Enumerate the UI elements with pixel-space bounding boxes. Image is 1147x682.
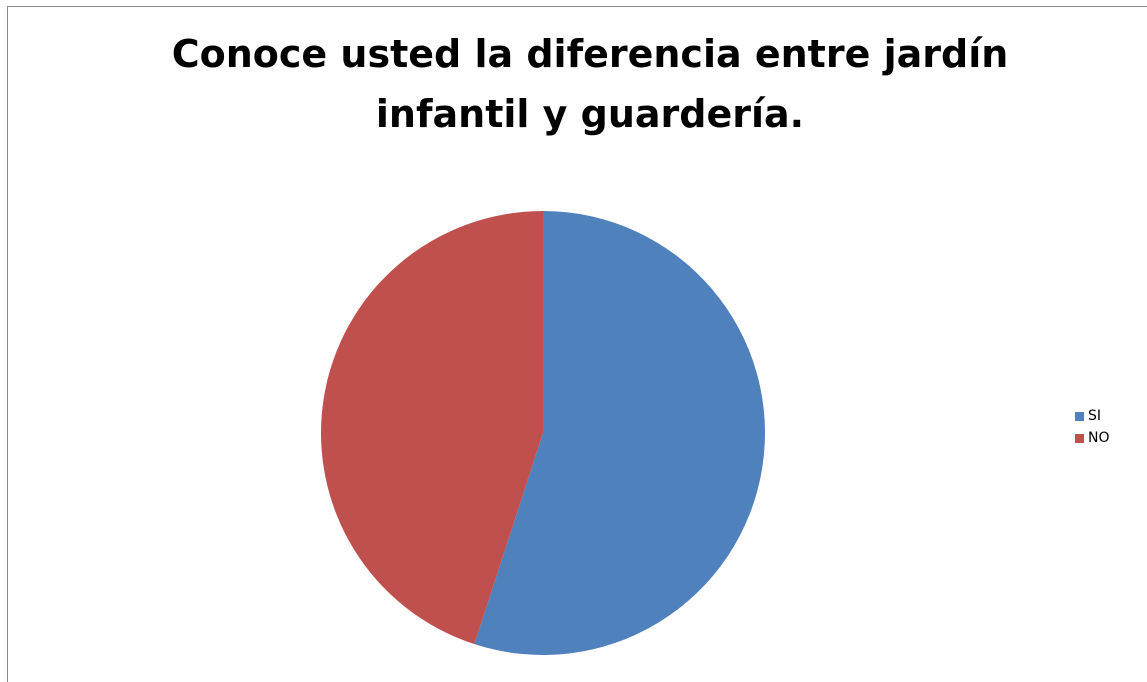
pie-slice-no — [321, 211, 543, 645]
legend-swatch-no — [1075, 433, 1084, 443]
pie-slice-si — [474, 211, 765, 655]
legend-swatch-si — [1075, 411, 1084, 421]
legend-label-no: NO — [1088, 430, 1110, 446]
legend-item-si: SI — [1075, 405, 1110, 427]
legend-label-si: SI — [1088, 408, 1102, 424]
chart-title: Conoce usted la diferencia entre jardín … — [171, 32, 1009, 136]
legend-item-no: NO — [1075, 427, 1110, 449]
chart-legend: SI NO — [1075, 405, 1110, 449]
pie-slices — [321, 211, 765, 655]
